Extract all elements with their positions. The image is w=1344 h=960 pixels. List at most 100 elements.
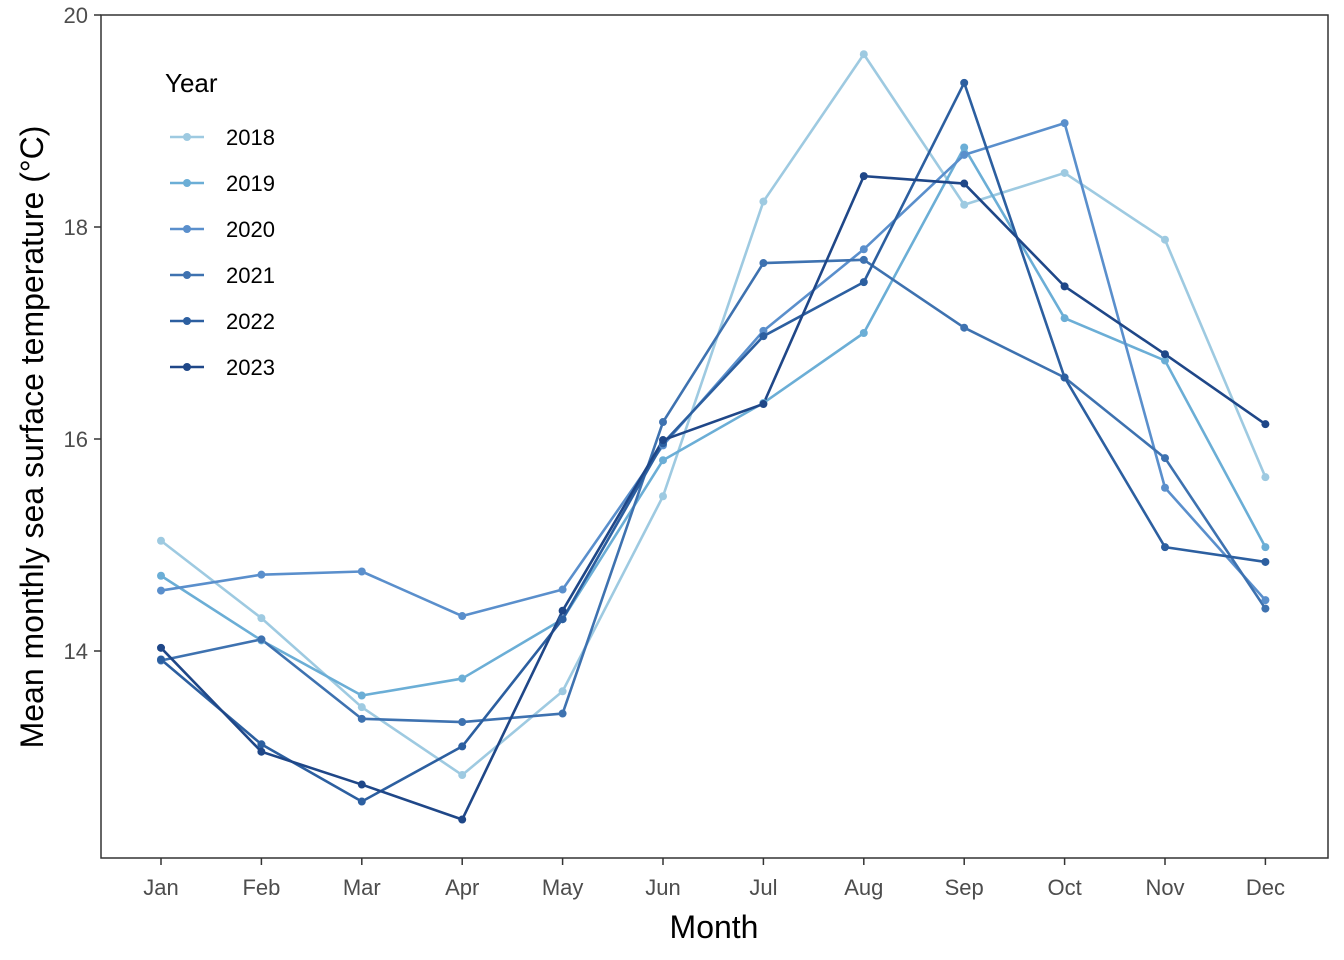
data-point-2021 [257, 635, 266, 644]
data-point-2018 [1161, 235, 1169, 244]
data-point-2022 [1161, 543, 1169, 552]
legend-label: 2019 [226, 171, 275, 196]
x-tick-label: Apr [445, 875, 479, 900]
series-points [157, 50, 1270, 824]
data-point-2020 [1060, 119, 1069, 128]
data-point-2021 [960, 323, 969, 332]
data-point-2022 [1060, 373, 1069, 382]
legend-key-point [183, 363, 191, 371]
data-point-2023 [558, 606, 567, 615]
data-point-2018 [257, 614, 266, 623]
y-tick-label: 16 [64, 427, 88, 452]
y-tick-label: 14 [64, 639, 88, 664]
x-tick-label: Jul [749, 875, 777, 900]
y-axis: 14 16 18 20 [64, 3, 101, 664]
series-line-2023 [160, 174, 1267, 821]
data-point-2018 [859, 50, 868, 59]
series-line-2022 [160, 81, 1266, 803]
data-point-2022 [157, 655, 165, 664]
y-tick-label: 18 [64, 215, 88, 240]
data-point-2018 [1060, 168, 1069, 177]
data-point-2020 [960, 150, 969, 159]
data-point-2020 [357, 567, 366, 576]
legend-title: Year [165, 68, 218, 98]
legend-key-point [183, 225, 191, 233]
x-tick-label: May [542, 875, 584, 900]
data-point-2019 [1161, 356, 1169, 365]
legend-label: 2023 [226, 355, 275, 380]
data-point-2021 [458, 718, 467, 727]
data-point-2023 [759, 400, 768, 409]
data-point-2019 [458, 674, 467, 683]
data-point-2018 [1261, 473, 1270, 482]
data-point-2020 [157, 586, 165, 595]
data-point-2021 [558, 709, 567, 718]
x-tick-label: Jun [645, 875, 680, 900]
data-point-2023 [1060, 282, 1069, 291]
data-point-2019 [157, 571, 165, 580]
data-point-2018 [558, 687, 567, 696]
data-point-2020 [257, 570, 266, 579]
data-point-2023 [257, 747, 266, 756]
data-point-2021 [859, 255, 868, 264]
data-point-2019 [859, 329, 868, 337]
data-point-2020 [1261, 596, 1270, 605]
legend-label: 2018 [226, 125, 275, 150]
series-lines [160, 52, 1267, 821]
data-point-2018 [357, 703, 366, 712]
data-point-2022 [859, 278, 868, 287]
data-point-2019 [659, 456, 667, 465]
x-tick-label: Jan [143, 875, 178, 900]
data-point-2020 [558, 585, 567, 594]
data-point-2022 [960, 78, 969, 87]
data-point-2023 [1161, 350, 1169, 359]
legend: Year 2018 2019 2020 2021 2022 2023 [165, 68, 275, 380]
data-point-2018 [759, 197, 768, 206]
x-tick-label: Oct [1047, 875, 1081, 900]
x-tick-label: Aug [844, 875, 883, 900]
data-point-2023 [357, 780, 366, 789]
data-point-2023 [859, 172, 868, 181]
data-point-2019 [357, 691, 366, 700]
data-point-2018 [960, 200, 969, 209]
y-axis-title: Mean monthly sea surface temperature (°C… [14, 126, 50, 749]
data-point-2023 [960, 179, 969, 188]
data-point-2021 [759, 259, 768, 268]
data-point-2023 [157, 643, 165, 652]
data-point-2019 [1060, 314, 1069, 323]
legend-label: 2020 [226, 217, 275, 242]
data-point-2020 [859, 245, 868, 254]
x-tick-label: Nov [1145, 875, 1184, 900]
data-point-2022 [759, 332, 768, 341]
data-point-2019 [960, 143, 969, 152]
series-line-2019 [160, 146, 1267, 697]
legend-key-point [183, 317, 191, 325]
data-point-2022 [458, 742, 467, 751]
y-tick-label: 20 [64, 3, 88, 28]
x-axis: Jan Feb Mar Apr May Jun Jul Aug Sep Oct Nov Dec [143, 858, 1285, 900]
data-point-2022 [357, 797, 366, 806]
x-tick-label: Dec [1246, 875, 1285, 900]
data-point-2023 [1261, 420, 1270, 429]
data-point-2021 [1261, 604, 1270, 613]
data-point-2018 [157, 536, 165, 545]
data-point-2022 [1261, 557, 1270, 566]
legend-key-point [183, 133, 191, 141]
legend-key-point [183, 271, 191, 279]
x-tick-label: Mar [343, 875, 381, 900]
x-axis-title: Month [670, 909, 759, 945]
data-point-2021 [1161, 454, 1169, 463]
data-point-2022 [257, 740, 266, 749]
data-point-2020 [1161, 483, 1169, 492]
legend-key-point [183, 179, 191, 187]
data-point-2021 [659, 418, 667, 427]
data-point-2018 [659, 492, 667, 501]
data-point-2018 [458, 771, 467, 780]
data-point-2021 [357, 714, 366, 723]
legend-label: 2022 [226, 309, 275, 334]
data-point-2023 [659, 436, 667, 445]
plot-panel [100, 14, 1329, 859]
data-point-2023 [458, 815, 467, 824]
data-point-2020 [458, 612, 467, 621]
